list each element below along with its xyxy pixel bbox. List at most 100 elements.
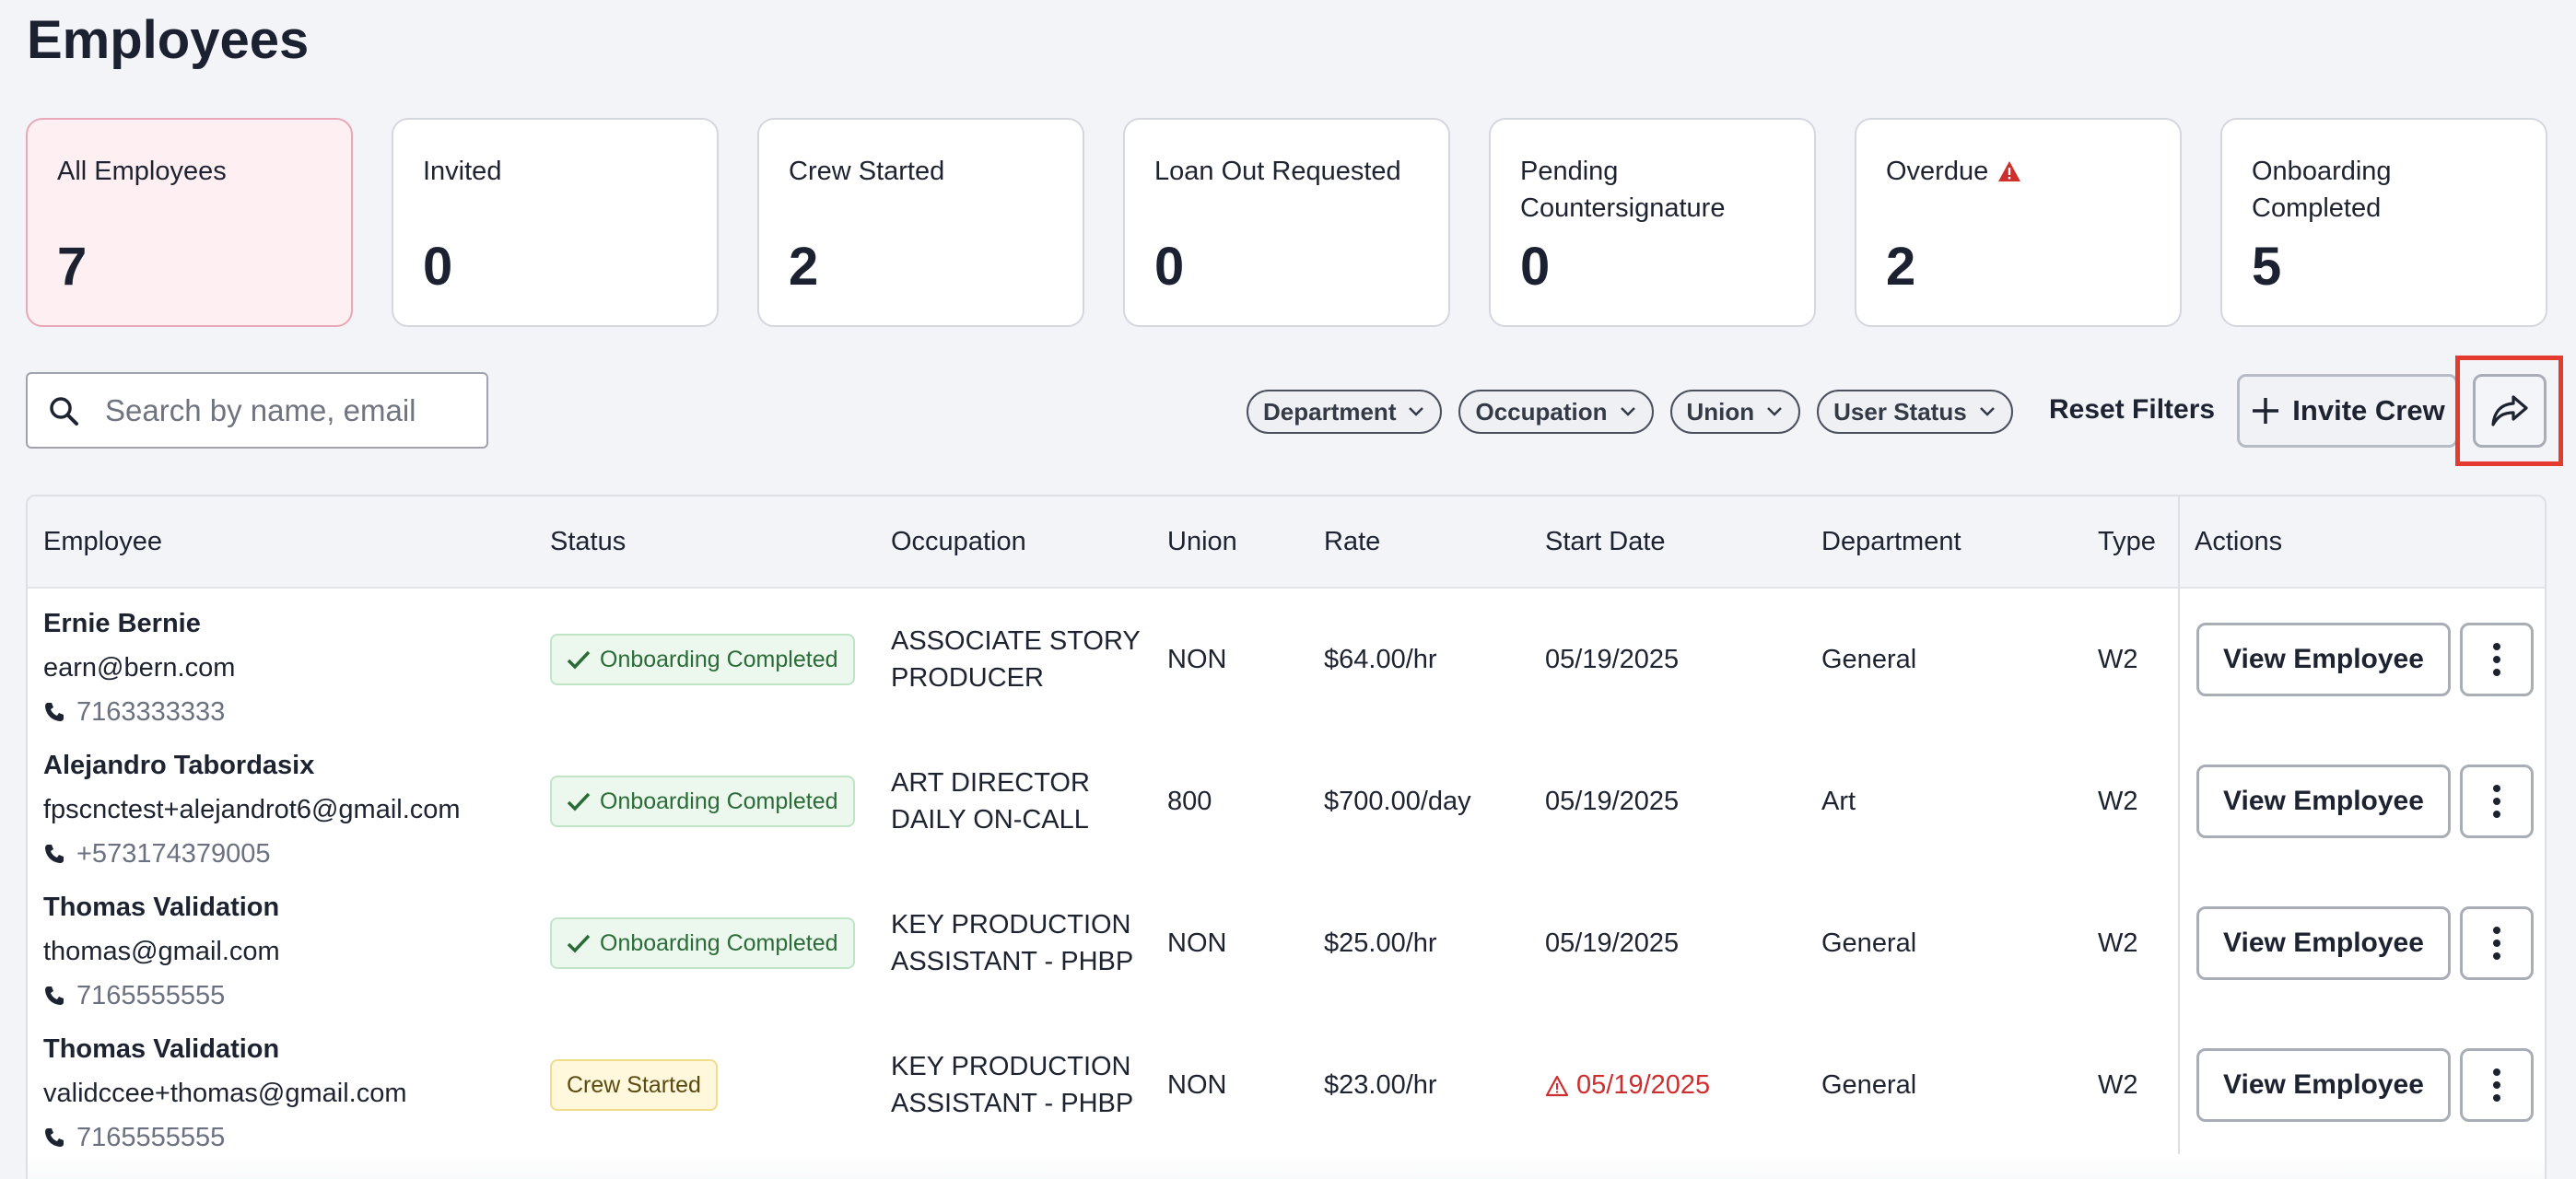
employee-name: Thomas Validation — [43, 1034, 280, 1064]
check-icon — [567, 650, 591, 670]
card-onboarding-completed[interactable]: Onboarding Completed 5 — [2220, 118, 2547, 327]
card-count: 5 — [2252, 237, 2282, 297]
start-date: 05/19/2025 — [1545, 928, 1680, 958]
more-actions-button[interactable] — [2460, 906, 2534, 980]
employee-phone: 7163333333 — [43, 690, 235, 734]
department: General — [1821, 645, 1917, 674]
union: NON — [1167, 928, 1227, 958]
card-all-employees[interactable]: All Employees 7 — [26, 118, 353, 327]
start-date-overdue: 05/19/2025 — [1545, 1070, 1710, 1101]
rate: $64.00/hr — [1324, 645, 1437, 674]
occupation: KEY PRODUCTION ASSISTANT - PHBP — [891, 1052, 1134, 1118]
card-count: 2 — [789, 237, 819, 297]
more-vertical-icon — [2493, 643, 2500, 676]
status-label: Onboarding Completed — [600, 646, 838, 672]
employee-name: Alejandro Tabordasix — [43, 751, 315, 780]
filter-union[interactable]: Union — [1669, 390, 1801, 434]
view-employee-button[interactable]: View Employee — [2196, 765, 2451, 838]
card-label: Onboarding Completed — [2252, 157, 2392, 223]
warning-icon — [1998, 161, 2021, 181]
employee-email: earn@bern.com — [43, 653, 236, 683]
card-count: 7 — [57, 237, 88, 297]
phone-number: 7163333333 — [76, 697, 226, 727]
type: W2 — [2098, 645, 2138, 674]
card-count: 0 — [1520, 237, 1551, 297]
phone-number: +573174379005 — [76, 839, 271, 869]
occupation: ASSOCIATE STORY PRODUCER — [891, 626, 1141, 693]
phone-icon — [45, 703, 64, 721]
more-actions-button[interactable] — [2460, 623, 2534, 696]
column-header[interactable]: Start Date — [1545, 527, 1666, 556]
phone-icon — [45, 986, 64, 1005]
union: 800 — [1167, 787, 1212, 816]
column-header: Actions — [2195, 527, 2283, 556]
filter-user-status[interactable]: User Status — [1817, 390, 2013, 434]
occupation: KEY PRODUCTION ASSISTANT - PHBP — [891, 910, 1134, 976]
phone-icon — [45, 845, 64, 863]
more-actions-button[interactable] — [2460, 1048, 2534, 1122]
employee-name: Thomas Validation — [43, 893, 280, 922]
filter-label: User Status — [1833, 397, 1967, 426]
more-actions-button[interactable] — [2460, 765, 2534, 838]
type: W2 — [2098, 928, 2138, 958]
card-overdue[interactable]: Overdue 2 — [1855, 118, 2182, 327]
plus-icon — [2253, 398, 2279, 424]
employee-phone: +573174379005 — [43, 832, 461, 876]
search-icon — [50, 396, 78, 426]
table-row: Thomas Validation validccee+thomas@gmail… — [28, 1014, 2545, 1156]
filter-bar: Department Occupation Union User Status — [1247, 390, 2013, 434]
column-header[interactable]: Type — [2098, 527, 2156, 556]
more-vertical-icon — [2493, 785, 2500, 818]
card-count: 0 — [1154, 237, 1185, 297]
column-header[interactable]: Rate — [1324, 527, 1381, 556]
status-label: Crew Started — [567, 1071, 701, 1098]
column-header[interactable]: Status — [550, 527, 626, 556]
next-row-partial — [28, 1154, 2545, 1179]
employee-name: Ernie Bernie — [43, 609, 201, 638]
union: NON — [1167, 1070, 1227, 1100]
view-employee-button[interactable]: View Employee — [2196, 906, 2451, 980]
table-row: Alejandro Tabordasix fpscnctest+alejandr… — [28, 730, 2545, 872]
check-icon — [567, 792, 591, 811]
view-employee-button[interactable]: View Employee — [2196, 1048, 2451, 1122]
employee-email: fpscnctest+alejandrot6@gmail.com — [43, 795, 461, 824]
search-input[interactable] — [105, 392, 455, 428]
table-row: Thomas Validation thomas@gmail.com 71655… — [28, 872, 2545, 1014]
summary-cards: All Employees 7 Invited 0 Crew Started 2… — [26, 118, 2547, 327]
card-label: Invited — [423, 157, 502, 186]
department: General — [1821, 928, 1917, 958]
card-label: All Employees — [57, 157, 227, 186]
phone-number: 7165555555 — [76, 981, 226, 1010]
column-header[interactable]: Occupation — [891, 527, 1026, 556]
status-badge: Onboarding Completed — [550, 776, 855, 827]
highlight-box — [2455, 356, 2563, 466]
employee-email: validccee+thomas@gmail.com — [43, 1079, 407, 1108]
column-header[interactable]: Employee — [43, 527, 162, 556]
phone-icon — [45, 1128, 64, 1147]
card-loan-out-requested[interactable]: Loan Out Requested 0 — [1123, 118, 1450, 327]
card-pending-countersignature[interactable]: Pending Countersignature 0 — [1489, 118, 1816, 327]
type: W2 — [2098, 1070, 2138, 1100]
card-crew-started[interactable]: Crew Started 2 — [757, 118, 1084, 327]
column-header[interactable]: Department — [1821, 527, 1961, 556]
chevron-down-icon — [1409, 407, 1424, 416]
column-header[interactable]: Union — [1167, 527, 1237, 556]
employee-cell: Thomas Validation validccee+thomas@gmail… — [43, 1027, 407, 1160]
invite-crew-button[interactable]: Invite Crew — [2237, 374, 2458, 448]
employee-phone: 7165555555 — [43, 1115, 407, 1160]
employee-phone: 7165555555 — [43, 974, 280, 1018]
card-label-row: Overdue — [1886, 153, 2150, 190]
filter-department[interactable]: Department — [1247, 390, 1443, 434]
card-invited[interactable]: Invited 0 — [392, 118, 719, 327]
start-date: 05/19/2025 — [1545, 787, 1680, 816]
view-employee-button[interactable]: View Employee — [2196, 623, 2451, 696]
card-count: 2 — [1886, 237, 1916, 297]
share-icon — [2491, 395, 2528, 426]
reset-filters-button[interactable]: Reset Filters — [2049, 394, 2216, 425]
status-badge: Onboarding Completed — [550, 634, 855, 685]
share-button[interactable] — [2473, 374, 2547, 448]
department: Art — [1821, 787, 1856, 816]
filter-occupation[interactable]: Occupation — [1458, 390, 1654, 434]
card-label: Overdue — [1886, 157, 1989, 186]
invite-crew-label: Invite Crew — [2292, 394, 2445, 426]
